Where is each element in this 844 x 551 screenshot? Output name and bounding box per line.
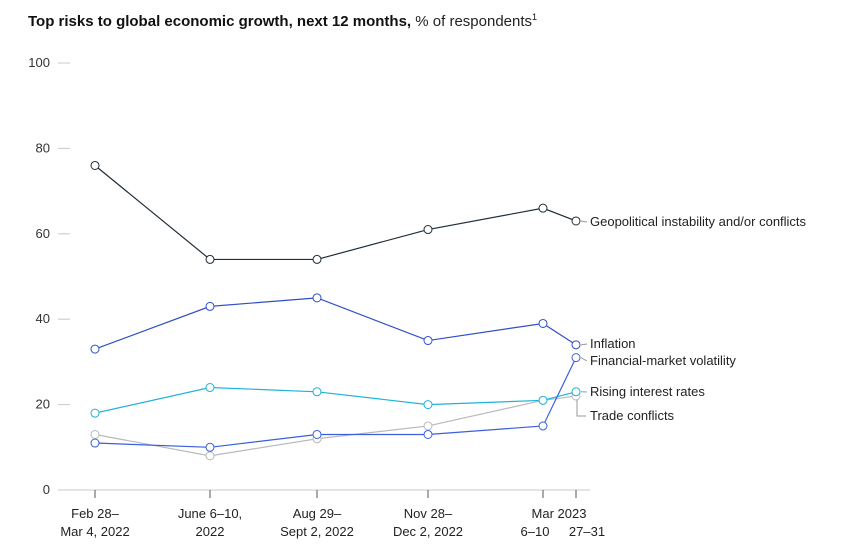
data-point <box>312 293 322 303</box>
data-point <box>205 301 215 311</box>
series-label: Geopolitical instability and/or conflict… <box>590 214 807 229</box>
y-axis: 0 20 40 60 80 100 <box>28 55 70 497</box>
data-point <box>423 336 433 346</box>
series-label: Rising interest rates <box>590 384 705 399</box>
subtitle-text: % of respondents <box>415 13 533 30</box>
x-tick-label: Nov 28– <box>404 506 453 521</box>
series-label: Financial-market volatility <box>590 353 736 368</box>
series-label: Trade conflicts <box>590 408 675 423</box>
data-point <box>90 160 100 170</box>
series-line <box>94 395 577 457</box>
data-point <box>538 203 548 213</box>
data-point <box>205 442 215 452</box>
data-point <box>90 438 100 448</box>
data-point <box>90 408 100 418</box>
label-leader <box>580 343 588 346</box>
data-point <box>312 387 322 397</box>
series-line <box>94 357 577 448</box>
data-point <box>205 254 215 264</box>
series-line <box>94 165 577 261</box>
y-tick-label: 80 <box>36 140 50 155</box>
title-text: Top risks to global economic growth, nex… <box>28 13 412 30</box>
data-point <box>423 429 433 439</box>
y-tick-label: 100 <box>28 55 50 70</box>
x-tick-label: Aug 29– <box>293 506 342 521</box>
data-point <box>90 344 100 354</box>
x-tick-label: Mar 4, 2022 <box>60 524 129 539</box>
y-tick-label: 60 <box>36 226 50 241</box>
x-tick-label: June 6–10, <box>178 506 242 521</box>
data-point <box>571 353 581 363</box>
data-point <box>90 429 100 439</box>
data-point <box>312 429 322 439</box>
data-point <box>538 395 548 405</box>
x-tick-label: Feb 28– <box>71 506 119 521</box>
data-point <box>205 383 215 393</box>
x-tick-label: Sept 2, 2022 <box>280 524 354 539</box>
data-point <box>423 225 433 235</box>
data-point <box>423 421 433 431</box>
series-points <box>90 160 581 461</box>
series-labels: Geopolitical instability and/or conflict… <box>576 214 807 423</box>
x-tick-label: 6–10 <box>521 524 550 539</box>
x-tick-label: 27–31 <box>569 524 605 539</box>
chart-title: Top risks to global economic growth, nex… <box>28 12 537 30</box>
data-point <box>205 451 215 461</box>
data-point <box>571 216 581 226</box>
series-lines <box>94 165 577 457</box>
data-point <box>538 421 548 431</box>
data-point <box>571 340 581 350</box>
x-tick-label: Mar 2023 <box>532 506 587 521</box>
data-point <box>312 254 322 264</box>
data-point <box>571 387 581 397</box>
series-line <box>94 386 577 414</box>
x-tick-label: 2022 <box>196 524 225 539</box>
x-tick-label: Dec 2, 2022 <box>393 524 463 539</box>
data-point <box>538 318 548 328</box>
footnote-marker: 1 <box>532 12 538 22</box>
label-leader <box>576 400 586 417</box>
label-leader <box>580 220 588 223</box>
series-label: Inflation <box>590 336 636 351</box>
data-point <box>423 400 433 410</box>
y-tick-label: 40 <box>36 311 50 326</box>
series-line <box>94 297 577 350</box>
x-axis: Feb 28– Mar 4, 2022 June 6–10, 2022 Aug 29– S… <box>60 489 605 539</box>
label-leader <box>580 357 588 362</box>
y-tick-label: 20 <box>36 397 50 412</box>
y-tick-label: 0 <box>43 482 50 497</box>
